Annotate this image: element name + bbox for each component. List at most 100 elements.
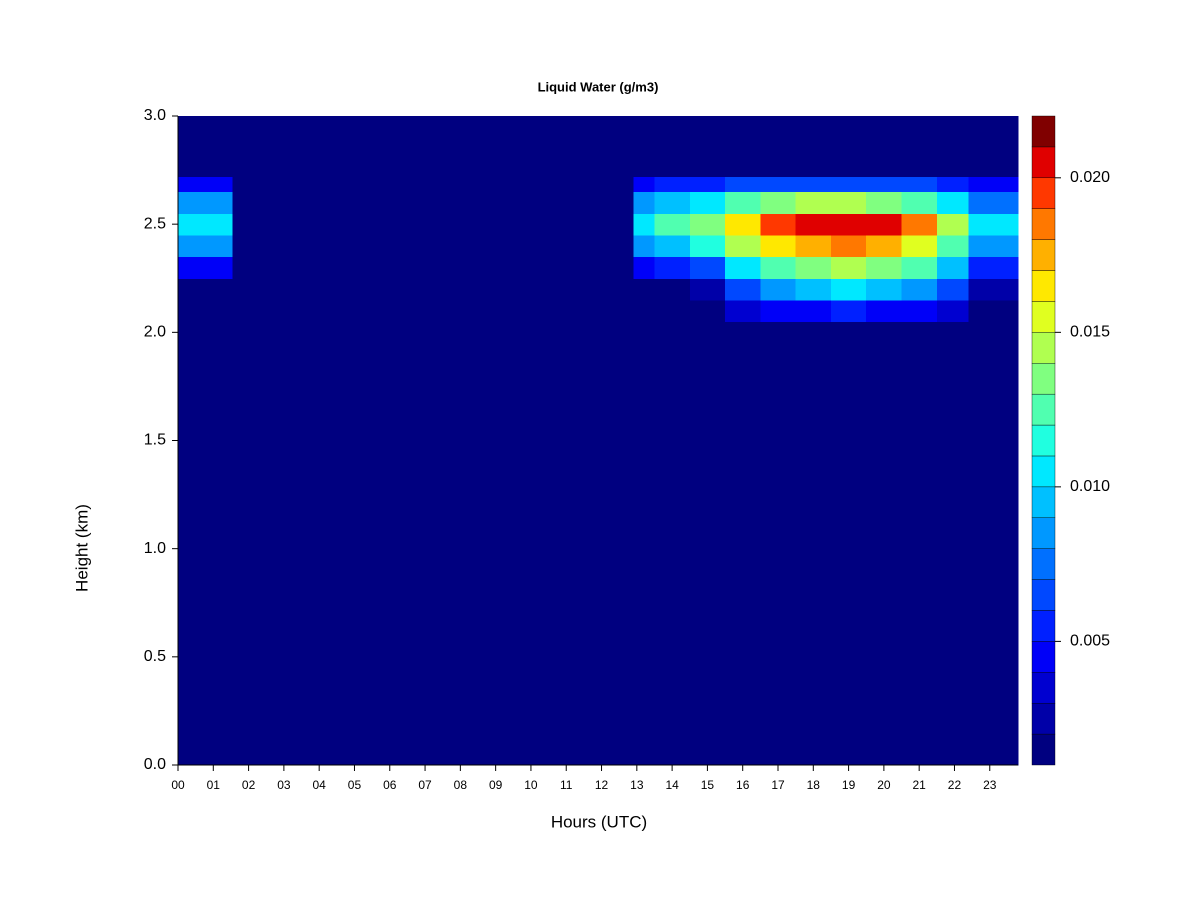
x-tick-label: 12 bbox=[595, 778, 609, 792]
heat-cell bbox=[178, 278, 234, 301]
x-tick-label: 18 bbox=[807, 778, 821, 792]
y-tick-label: 0.0 bbox=[144, 756, 166, 773]
heat-cell bbox=[901, 299, 938, 323]
x-tick-label: 03 bbox=[277, 778, 291, 792]
heat-cell bbox=[689, 234, 726, 258]
heat-cell bbox=[178, 234, 234, 258]
heat-cell bbox=[633, 234, 655, 258]
heat-cell bbox=[936, 234, 970, 258]
heat-cell bbox=[795, 256, 832, 279]
heat-cell bbox=[795, 213, 832, 236]
colorbar-cell bbox=[1031, 301, 1056, 333]
colorbar-cell bbox=[1031, 177, 1056, 209]
heat-cell bbox=[689, 116, 726, 178]
heat-cell bbox=[633, 213, 655, 236]
x-tick-label: 00 bbox=[171, 778, 185, 792]
heat-cell bbox=[760, 213, 797, 236]
heat-cell bbox=[232, 191, 634, 214]
heat-cell bbox=[654, 176, 691, 193]
heat-cell bbox=[689, 191, 726, 214]
heat-cell bbox=[725, 278, 761, 301]
heat-cell bbox=[830, 176, 867, 193]
heat-cell bbox=[654, 278, 691, 301]
colorbar-cell bbox=[1031, 672, 1056, 704]
heat-cell bbox=[760, 176, 797, 193]
x-tick-label: 17 bbox=[771, 778, 785, 792]
colorbar-cell bbox=[1031, 641, 1056, 673]
heat-cell bbox=[936, 191, 970, 214]
colorbar-cell bbox=[1031, 702, 1056, 735]
y-tick-label: 1.5 bbox=[144, 432, 166, 449]
heat-cell bbox=[901, 213, 938, 236]
x-tick-label: 10 bbox=[524, 778, 538, 792]
colorbar-tick-label: 0.020 bbox=[1070, 169, 1110, 186]
heat-cell bbox=[968, 321, 1019, 766]
x-tick-label: 05 bbox=[348, 778, 362, 792]
colorbar-cell bbox=[1031, 270, 1056, 302]
colorbar-cell bbox=[1031, 115, 1056, 148]
heat-cell bbox=[968, 191, 1019, 214]
heat-cell bbox=[232, 234, 634, 258]
heat-cell bbox=[760, 234, 797, 258]
heat-cell bbox=[178, 299, 234, 323]
heat-cell bbox=[936, 278, 970, 301]
heat-cell bbox=[689, 176, 726, 193]
heat-cell bbox=[936, 299, 970, 323]
x-tick-label: 14 bbox=[665, 778, 679, 792]
heat-cell bbox=[178, 191, 234, 214]
x-tick-label: 20 bbox=[877, 778, 891, 792]
heat-cell bbox=[725, 321, 761, 766]
heat-cell bbox=[968, 299, 1019, 323]
x-tick-label: 23 bbox=[983, 778, 997, 792]
colorbar-cell bbox=[1031, 517, 1056, 549]
x-tick-label: 09 bbox=[489, 778, 503, 792]
heat-cell bbox=[689, 213, 726, 236]
heat-cell bbox=[866, 191, 903, 214]
x-tick-label: 19 bbox=[842, 778, 856, 792]
heat-cell bbox=[936, 116, 970, 178]
heat-cell bbox=[830, 213, 867, 236]
heat-cell bbox=[725, 176, 761, 193]
heat-cell bbox=[866, 299, 903, 323]
heat-cell bbox=[232, 213, 634, 236]
heat-cell bbox=[901, 256, 938, 279]
heat-cell bbox=[232, 256, 634, 279]
heat-cell bbox=[866, 278, 903, 301]
heat-cell bbox=[178, 321, 234, 766]
heat-cell bbox=[725, 256, 761, 279]
x-tick-label: 01 bbox=[207, 778, 221, 792]
x-tick-label: 13 bbox=[630, 778, 644, 792]
heat-cell bbox=[830, 278, 867, 301]
heat-cell bbox=[866, 213, 903, 236]
heat-cell bbox=[901, 176, 938, 193]
heat-cell bbox=[795, 116, 832, 178]
heat-cell bbox=[936, 321, 970, 766]
heat-cell bbox=[830, 116, 867, 178]
x-tick-label: 16 bbox=[736, 778, 750, 792]
x-tick-label: 06 bbox=[383, 778, 397, 792]
heat-cell bbox=[654, 191, 691, 214]
heat-cell bbox=[232, 116, 634, 178]
heat-cell bbox=[760, 116, 797, 178]
heat-cell bbox=[654, 256, 691, 279]
y-tick-label: 1.0 bbox=[144, 540, 166, 557]
heat-cell bbox=[866, 256, 903, 279]
heat-cell bbox=[866, 321, 903, 766]
heat-cell bbox=[936, 213, 970, 236]
heat-cell bbox=[830, 321, 867, 766]
heat-cell bbox=[689, 321, 726, 766]
heat-cell bbox=[936, 176, 970, 193]
x-tick-label: 08 bbox=[454, 778, 468, 792]
heat-cell bbox=[901, 234, 938, 258]
heat-cell bbox=[633, 278, 655, 301]
heat-cell bbox=[654, 116, 691, 178]
heat-cell bbox=[795, 191, 832, 214]
heat-cell bbox=[689, 299, 726, 323]
heat-cell bbox=[725, 299, 761, 323]
heat-cell bbox=[232, 299, 634, 323]
heat-cell bbox=[232, 321, 634, 766]
colorbar-cell bbox=[1031, 239, 1056, 271]
chart-title: Liquid Water (g/m3) bbox=[538, 79, 659, 94]
